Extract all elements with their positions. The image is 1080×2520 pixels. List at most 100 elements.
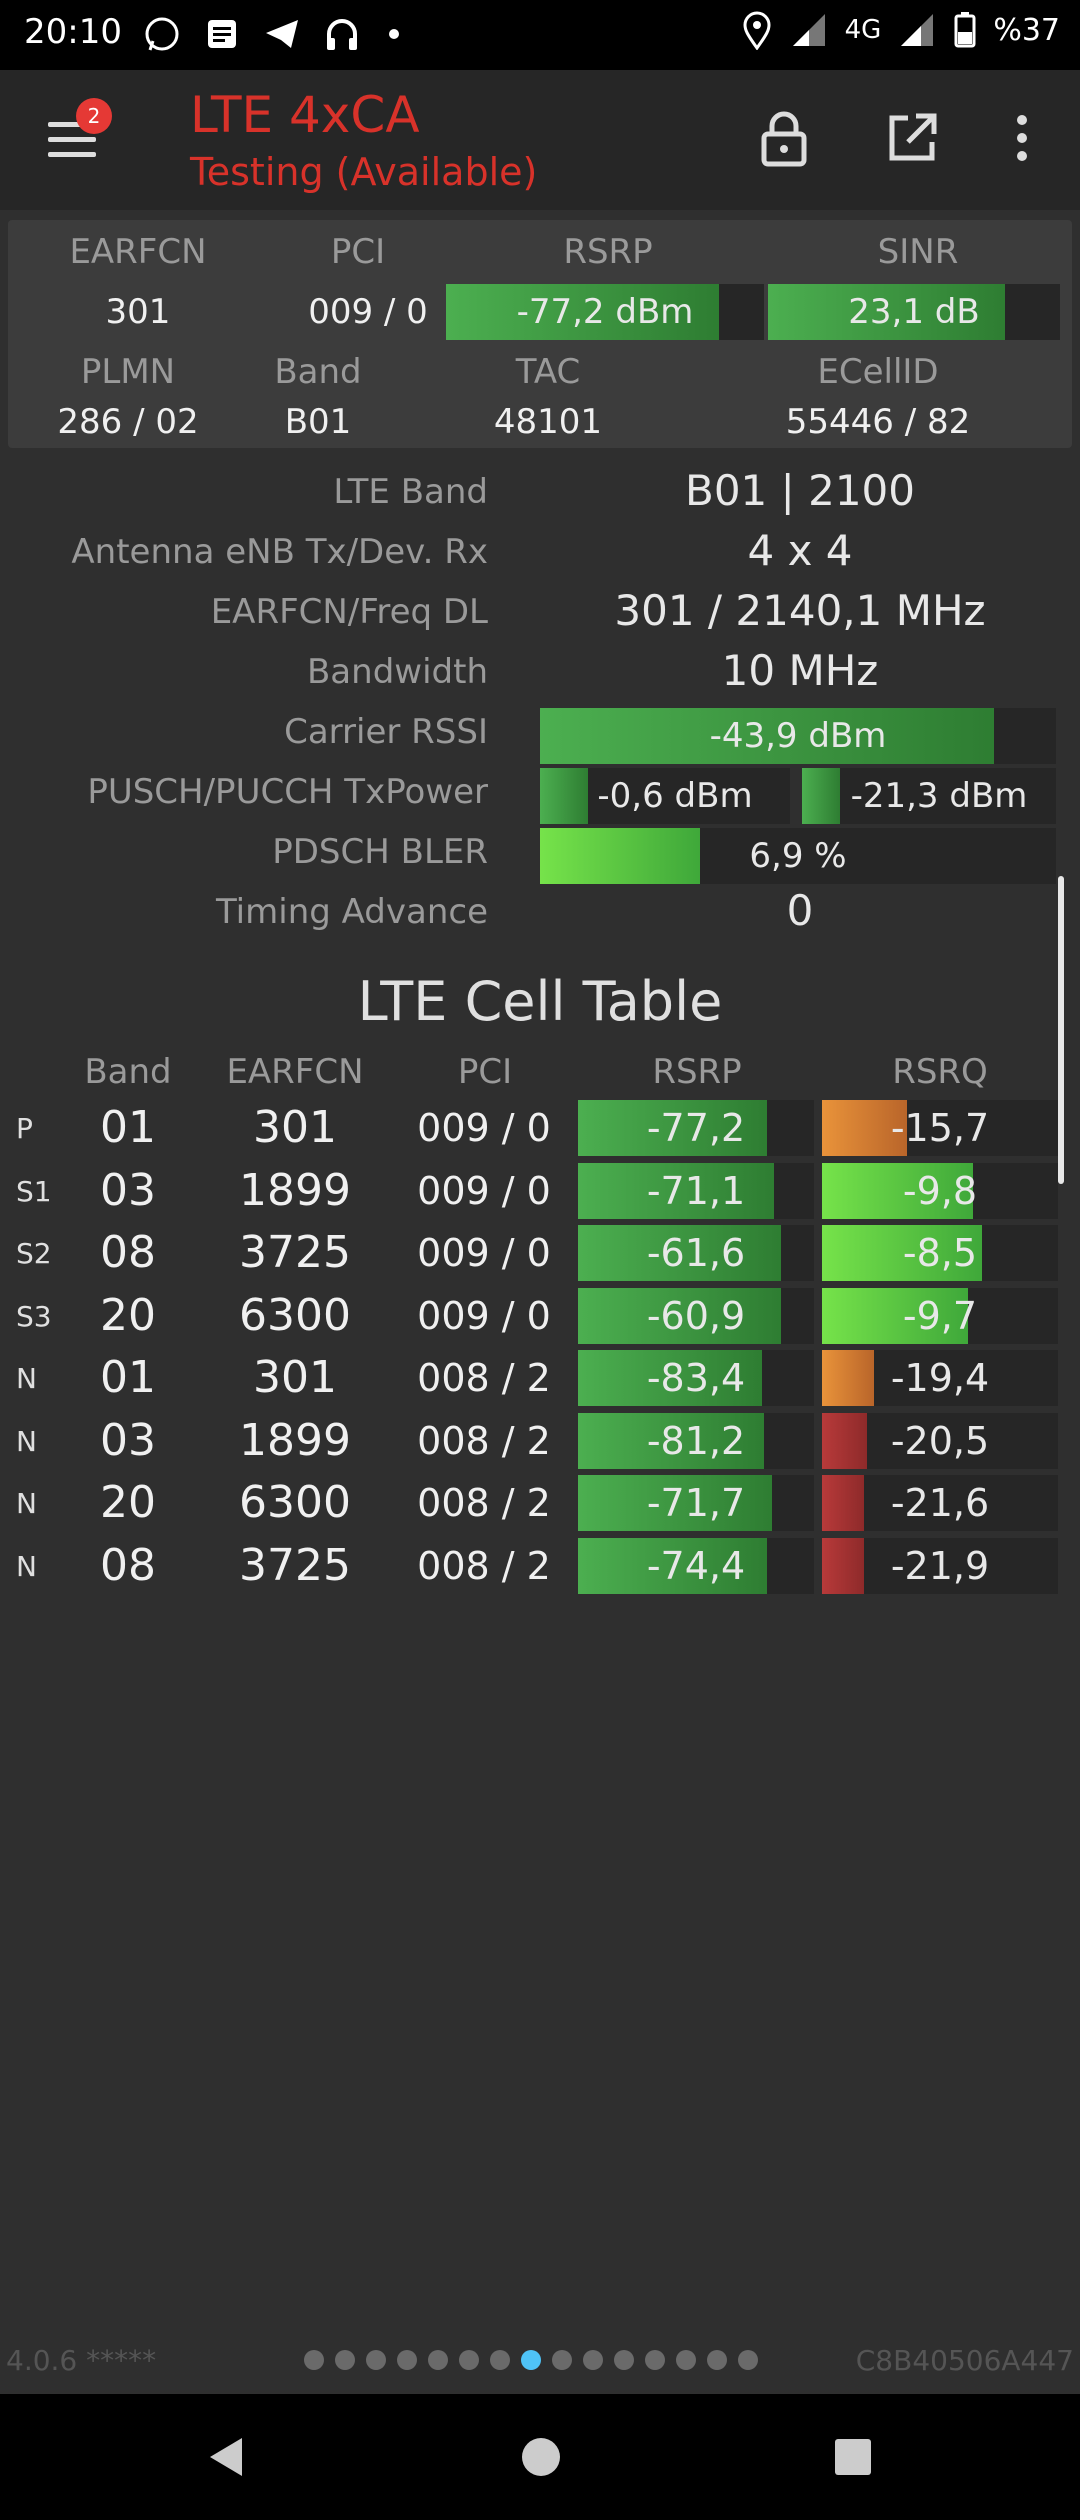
cell-type: P [16, 1112, 33, 1145]
scrollbar[interactable] [1058, 876, 1064, 1184]
plmn-value: 286 / 02 [57, 402, 199, 442]
page-indicator[interactable] [304, 2350, 758, 2370]
more-options-icon[interactable] [990, 106, 1054, 170]
table-row: P 01 301 009 / 0 -77,2 -15,7 [0, 1100, 1080, 1156]
lock-icon[interactable] [752, 106, 816, 170]
cell-rsrp-value: -71,1 [646, 1168, 746, 1213]
page-dot[interactable] [645, 2350, 665, 2370]
message-icon [208, 20, 236, 48]
cell-rsrp-bar: -71,7 [578, 1475, 814, 1531]
menu-button[interactable] [44, 112, 100, 168]
page-dot[interactable] [490, 2350, 510, 2370]
location-icon [743, 11, 771, 50]
cell-rsrq-value: -9,7 [902, 1293, 978, 1338]
recents-icon[interactable] [830, 2434, 876, 2480]
cell-rsrp-bar: -81,2 [578, 1412, 814, 1469]
sinr-value: 23,1 dB [848, 292, 980, 332]
summary-panel: EARFCN PCI RSRP SINR 301 009 / 0 -77,2 d… [8, 220, 1072, 448]
cell-band: 01 [100, 1102, 156, 1153]
page-dot[interactable] [335, 2350, 355, 2370]
bler-bar: 6,9 % [540, 828, 1056, 884]
page-dot[interactable] [738, 2350, 758, 2370]
pci-value: 009 / 0 [308, 292, 428, 332]
ecellid-value: 55446 / 82 [785, 402, 971, 442]
whatsapp-icon [145, 17, 179, 51]
band-value: B01 [284, 402, 352, 442]
cell-rsrp-value: -74,4 [646, 1543, 746, 1588]
cell-rsrq-bar: -21,6 [822, 1475, 1058, 1531]
cell-rsrp-bar: -77,2 [578, 1100, 814, 1156]
app-subtitle: Testing (Available) [190, 150, 538, 194]
pusch-power-value: -0,6 dBm [597, 776, 753, 816]
page-dot[interactable] [676, 2350, 696, 2370]
header-rsrp: RSRP [652, 1052, 742, 1092]
timing-advance-label: Timing Advance [215, 892, 488, 932]
page-dot[interactable] [304, 2350, 324, 2370]
cell-rsrq-bar: -9,8 [822, 1162, 1058, 1219]
cell-type: N [16, 1487, 37, 1520]
cell-type: S2 [16, 1237, 52, 1270]
pucch-power-bar: -21,3 dBm [802, 768, 1056, 824]
cell-type: N [16, 1424, 37, 1458]
cell-pci: 008 / 2 [417, 1418, 551, 1463]
table-row: S2 08 3725 009 / 0 -61,6 -8,5 [0, 1225, 1080, 1281]
status-bar: 20:10 4G %37 [0, 0, 1080, 70]
header-pci: PCI [457, 1052, 513, 1092]
earfcn-value: 301 [105, 292, 171, 332]
app-version: 4.0.6 ***** [6, 2344, 157, 2377]
page-dot[interactable] [614, 2350, 634, 2370]
back-icon[interactable] [204, 2434, 250, 2480]
cell-rsrq-value: -15,7 [890, 1106, 990, 1150]
cell-rsrq-bar: -9,7 [822, 1287, 1058, 1344]
cell-rsrp-value: -71,7 [646, 1481, 746, 1525]
page-dot[interactable] [366, 2350, 386, 2370]
cell-rsrq-value: -21,9 [890, 1543, 990, 1588]
cell-pci: 008 / 2 [417, 1543, 551, 1588]
menu-icon [48, 122, 96, 127]
cell-rsrq-bar: -8,5 [822, 1225, 1058, 1281]
cell-type: S3 [16, 1299, 52, 1333]
earfcn-freq-label: EARFCN/Freq DL [210, 592, 488, 632]
cell-pci: 008 / 2 [417, 1481, 551, 1525]
cell-table-title: LTE Cell Table [357, 970, 723, 1033]
cell-rsrq-bar: -15,7 [822, 1100, 1058, 1156]
rsrp-value: -77,2 dBm [516, 292, 694, 332]
bandwidth-value: 10 MHz [721, 646, 879, 695]
page-dot[interactable] [459, 2350, 479, 2370]
page-dot[interactable] [707, 2350, 727, 2370]
cell-earfcn: 301 [253, 1352, 337, 1403]
table-row: N 03 1899 008 / 2 -81,2 -20,5 [0, 1412, 1080, 1469]
notification-badge: 2 [76, 98, 112, 134]
table-row: N 01 301 008 / 2 -83,4 -19,4 [0, 1350, 1080, 1406]
cell-pci: 008 / 2 [417, 1356, 551, 1400]
page-dot[interactable] [583, 2350, 603, 2370]
cell-rsrq-value: -20,5 [890, 1418, 990, 1463]
page-dot[interactable] [397, 2350, 417, 2370]
page-dot[interactable] [428, 2350, 448, 2370]
cell-earfcn: 6300 [239, 1477, 351, 1528]
cell-rsrq-value: -9,8 [902, 1168, 978, 1213]
sinr-bar: 23,1 dB [768, 284, 1060, 340]
bler-label: PDSCH BLER [272, 832, 488, 872]
page-dot[interactable] [521, 2350, 541, 2370]
signal-icon [792, 14, 825, 46]
carrier-rssi-bar: -43,9 dBm [540, 708, 1056, 764]
cell-pci: 009 / 0 [417, 1168, 551, 1213]
pucch-power-value: -21,3 dBm [850, 776, 1028, 816]
open-external-icon[interactable] [880, 106, 944, 170]
page-dot[interactable] [552, 2350, 572, 2370]
home-icon[interactable] [518, 2434, 564, 2480]
cell-type: N [16, 1549, 37, 1583]
cell-rsrq-bar: -21,9 [822, 1537, 1058, 1594]
cell-rsrp-value: -60,9 [646, 1293, 746, 1338]
rsrp-bar: -77,2 dBm [446, 284, 764, 340]
earfcn-freq-value: 301 / 2140,1 MHz [614, 586, 986, 635]
cell-pci: 009 / 0 [417, 1231, 551, 1275]
cell-rsrq-value: -21,6 [890, 1481, 990, 1525]
cell-rsrq-bar: -19,4 [822, 1350, 1058, 1406]
rsrp-label: RSRP [563, 232, 653, 272]
battery-icon [954, 12, 976, 48]
carrier-rssi-label: Carrier RSSI [284, 712, 488, 752]
header-earfcn: EARFCN [226, 1052, 364, 1092]
app-title: LTE 4xCA [190, 86, 420, 144]
